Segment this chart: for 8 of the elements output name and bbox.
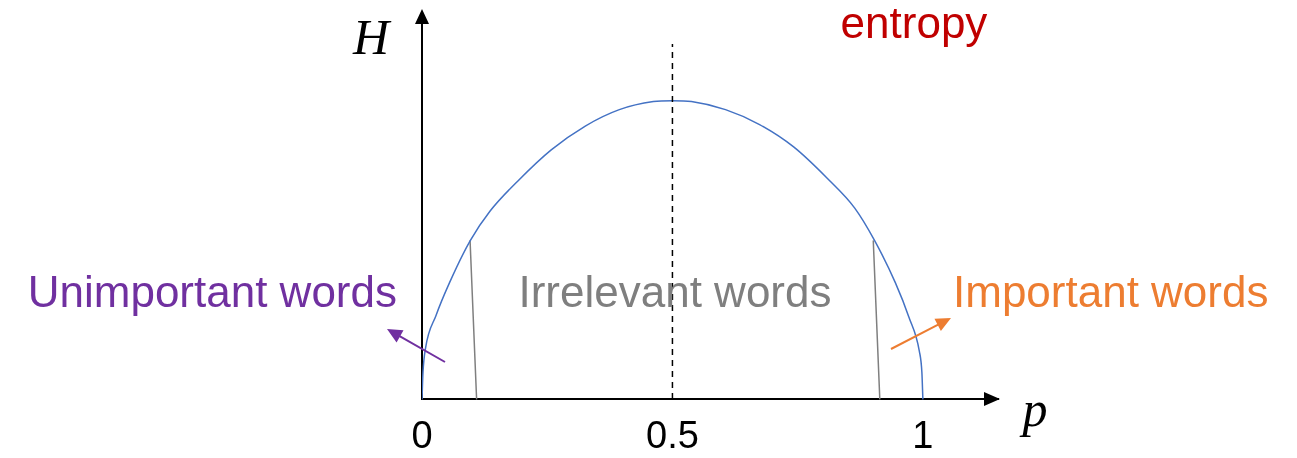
x-tick-label: 1: [912, 414, 934, 457]
annotation: Important words: [953, 266, 1269, 316]
y-axis-title: H: [352, 9, 390, 66]
text: Unimportant words: [27, 266, 397, 316]
x-tick-label: 0: [411, 414, 433, 457]
annotation: Irrelevant words: [518, 266, 832, 316]
chart-title: entropy: [840, 0, 988, 47]
x-tick-label: 0.5: [646, 414, 699, 457]
